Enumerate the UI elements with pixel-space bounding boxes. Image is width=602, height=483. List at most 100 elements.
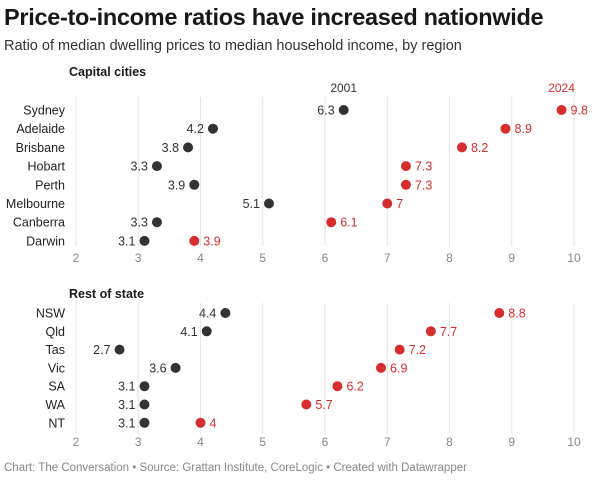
x-tick-label: 2 <box>73 435 80 449</box>
end-value-label: 4 <box>210 416 217 430</box>
end-value-label: 7 <box>396 197 403 211</box>
end-dot <box>394 344 405 355</box>
start-dot <box>139 381 150 392</box>
x-tick-label: 6 <box>322 435 329 449</box>
start-dot <box>263 198 274 209</box>
chart-subtitle: Ratio of median dwelling prices to media… <box>4 38 462 54</box>
end-dot <box>195 417 206 428</box>
end-dot <box>301 399 312 410</box>
start-dot <box>139 399 150 410</box>
end-value-label: 7.3 <box>415 160 432 174</box>
end-dot <box>326 217 337 228</box>
end-value-label: 6.1 <box>340 216 357 230</box>
start-value-label: 4.2 <box>187 122 204 136</box>
start-dot <box>139 235 150 246</box>
end-dot <box>494 308 505 318</box>
end-dot <box>382 198 393 209</box>
x-tick-label: 5 <box>259 251 266 265</box>
end-dot <box>556 105 567 115</box>
start-value-label: 3.1 <box>118 380 135 394</box>
x-tick-label: 8 <box>446 251 453 265</box>
start-dot <box>151 217 162 228</box>
start-dot <box>139 417 150 428</box>
x-tick-label: 5 <box>259 435 266 449</box>
end-value-label: 7.3 <box>415 178 432 192</box>
x-tick-label: 10 <box>567 435 581 449</box>
start-value-label: 3.1 <box>118 398 135 412</box>
row-label: Vic <box>48 361 65 375</box>
x-tick-label: 8 <box>446 435 453 449</box>
x-tick-label: 6 <box>322 251 329 265</box>
end-dot <box>189 235 200 246</box>
row-label: Adelaide <box>16 122 65 136</box>
start-value-label: 3.3 <box>131 216 148 230</box>
end-year-label: 2024 <box>548 81 575 95</box>
end-value-label: 6.9 <box>390 361 407 375</box>
start-dot <box>338 105 349 115</box>
x-tick-label: 9 <box>508 251 515 265</box>
end-dot <box>400 161 411 172</box>
row-label: WA <box>45 398 65 412</box>
end-value-label: 7.2 <box>409 343 426 357</box>
row-label: Melbourne <box>6 197 65 211</box>
x-tick-label: 4 <box>197 435 204 449</box>
end-value-label: 9.8 <box>571 104 588 118</box>
end-dot <box>400 179 411 190</box>
start-dot <box>207 123 218 134</box>
chart-title: Price-to-income ratios have increased na… <box>4 4 544 30</box>
x-tick-label: 2 <box>73 251 80 265</box>
start-value-label: 5.1 <box>243 197 260 211</box>
end-dot <box>425 326 436 337</box>
start-dot <box>151 161 162 172</box>
row-label: Qld <box>46 325 66 339</box>
start-year-label: 2001 <box>330 81 357 95</box>
row-label: Darwin <box>26 234 65 248</box>
start-value-label: 6.3 <box>317 104 334 118</box>
start-dot <box>220 308 231 318</box>
x-tick-label: 7 <box>384 251 391 265</box>
start-dot <box>183 142 194 153</box>
x-tick-label: 9 <box>508 435 515 449</box>
x-tick-label: 3 <box>135 435 142 449</box>
row-label: Tas <box>46 343 65 357</box>
panel-title: Rest of state <box>69 287 144 301</box>
x-tick-label: 3 <box>135 251 142 265</box>
end-dot <box>332 381 343 392</box>
row-label: NT <box>48 416 65 430</box>
start-dot <box>189 179 200 190</box>
start-value-label: 4.1 <box>180 325 197 339</box>
row-label: Hobart <box>27 160 65 174</box>
start-value-label: 4.4 <box>199 307 216 321</box>
x-tick-label: 10 <box>567 251 581 265</box>
row-label: Sydney <box>23 104 65 118</box>
row-label: Brisbane <box>16 141 65 155</box>
end-value-label: 8.2 <box>471 141 488 155</box>
row-label: Perth <box>35 178 65 192</box>
row-label: NSW <box>36 307 65 321</box>
start-value-label: 3.8 <box>162 141 179 155</box>
end-value-label: 8.8 <box>508 307 525 321</box>
panel-title: Capital cities <box>69 65 146 79</box>
end-value-label: 7.7 <box>440 325 457 339</box>
start-value-label: 2.7 <box>93 343 110 357</box>
end-value-label: 5.7 <box>315 398 332 412</box>
start-value-label: 3.9 <box>168 178 185 192</box>
start-value-label: 3.3 <box>131 160 148 174</box>
start-dot <box>114 344 125 355</box>
row-label: Canberra <box>13 216 65 230</box>
x-tick-label: 7 <box>384 435 391 449</box>
chart-footer: Chart: The Conversation • Source: Gratta… <box>4 462 467 474</box>
start-value-label: 3.6 <box>149 361 166 375</box>
end-value-label: 3.9 <box>203 234 220 248</box>
start-dot <box>201 326 212 337</box>
end-dot <box>376 362 387 373</box>
start-dot <box>170 362 181 373</box>
end-dot <box>456 142 467 153</box>
end-value-label: 8.9 <box>515 122 532 136</box>
end-dot <box>500 123 511 134</box>
start-value-label: 3.1 <box>118 416 135 430</box>
start-value-label: 3.1 <box>118 234 135 248</box>
end-value-label: 6.2 <box>346 380 363 394</box>
row-label: SA <box>48 380 65 394</box>
